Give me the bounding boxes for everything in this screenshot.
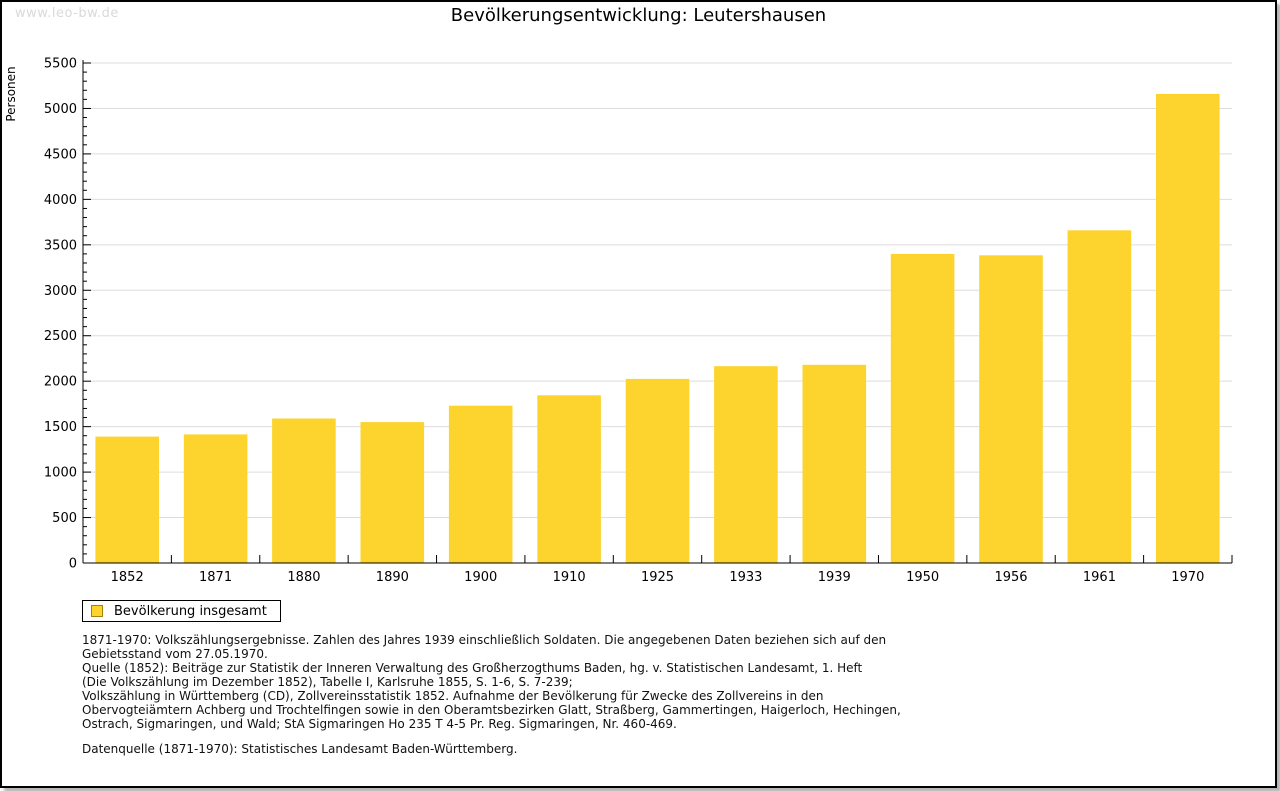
y-tick-label: 500 <box>52 511 77 526</box>
footnotes: 1871-1970: Volkszählungsergebnisse. Zahl… <box>82 633 901 731</box>
bar-1956 <box>979 255 1043 564</box>
y-tick-label: 5500 <box>44 57 77 72</box>
footnote-line: (Die Volkszählung im Dezember 1852), Tab… <box>82 675 573 689</box>
bar-1890 <box>360 422 425 563</box>
population-bar-chart: 0 500 1000 1500 2000 2500 3000 3500 4000 4500 5000… <box>44 57 1233 585</box>
x-tick-label: 1939 <box>818 570 851 585</box>
bar-1925 <box>625 378 690 563</box>
y-tick-label: 2500 <box>44 329 77 344</box>
watermark-leo-bw: www.leo-bw.de <box>15 6 119 21</box>
legend-swatch-icon <box>91 605 103 617</box>
bar-1950 <box>890 253 955 563</box>
x-tick-label: 1925 <box>641 570 674 585</box>
y-tick-label: 3000 <box>44 284 77 299</box>
y-tick-label: 1500 <box>44 420 77 435</box>
footnote-line: Obervogteiämtern Achberg und Trochtelfin… <box>82 703 901 717</box>
y-tick-label: 3500 <box>44 238 77 253</box>
bar-1933 <box>714 366 778 563</box>
y-tick-label: 4000 <box>44 193 77 208</box>
bar-1970 <box>1156 93 1220 564</box>
x-tick-label: 1970 <box>1171 570 1204 585</box>
y-tick-label: 0 <box>69 557 77 572</box>
bar-1910 <box>537 395 601 563</box>
x-tick-label: 1852 <box>111 570 144 585</box>
bar-1880 <box>272 418 336 563</box>
y-tick-label: 1000 <box>44 466 77 481</box>
bar-1900 <box>448 405 513 563</box>
x-tick-label: 1880 <box>287 570 320 585</box>
bar-1852 <box>95 436 159 563</box>
footnote-line: 1871-1970: Volkszählungsergebnisse. Zahl… <box>82 633 887 647</box>
x-tick-label: 1950 <box>906 570 939 585</box>
datasource-line: Datenquelle (1871-1970): Statistisches L… <box>82 742 518 756</box>
legend: Bevölkerung insgesamt <box>82 600 281 622</box>
footnote-line: Gebietsstand vom 27.05.1970. <box>82 647 268 661</box>
x-tick-label: 1961 <box>1083 570 1116 585</box>
y-tick-label: 2000 <box>44 375 77 390</box>
x-tick-label: 1933 <box>729 570 762 585</box>
chart-title: Bevölkerungsentwicklung: Leutershausen <box>450 5 827 26</box>
x-tick-label: 1956 <box>994 570 1027 585</box>
y-tick-label: 5000 <box>44 102 77 117</box>
legend-label: Bevölkerung insgesamt <box>114 603 267 619</box>
x-tick-label: 1871 <box>199 570 232 585</box>
bar-1871 <box>183 434 248 563</box>
footnote-line: Volkszählung in Württemberg (CD), Zollve… <box>82 689 824 703</box>
bar-1961 <box>1067 230 1132 564</box>
footnote-line: Ostrach, Sigmaringen, und Wald; StA Sigm… <box>82 717 677 731</box>
x-tick-label: 1890 <box>376 570 409 585</box>
x-tick-label: 1900 <box>464 570 497 585</box>
x-tick-label: 1910 <box>553 570 586 585</box>
bar-1939 <box>802 364 867 563</box>
y-tick-label: 4500 <box>44 147 77 162</box>
footnote-line: Quelle (1852): Beiträge zur Statistik de… <box>82 661 863 675</box>
